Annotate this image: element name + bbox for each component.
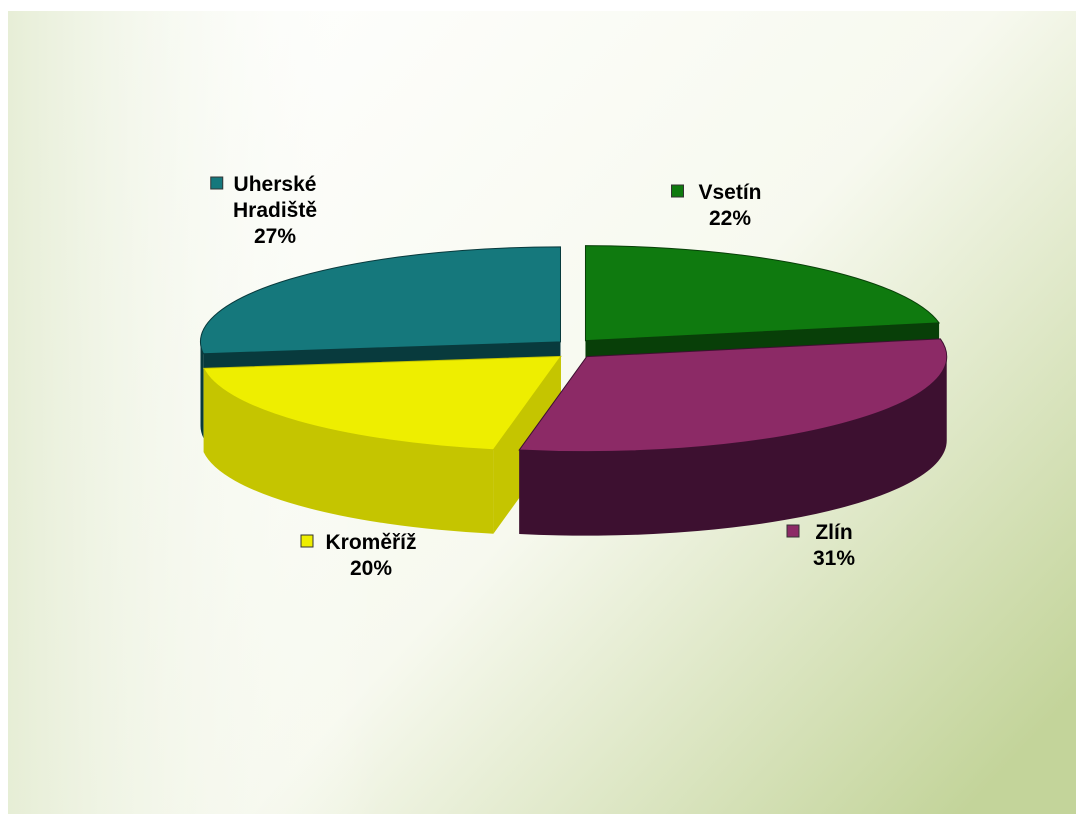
pie-slice-wall-uherske-hradiste-0 <box>200 341 204 438</box>
pie-slice-uherske-hradiste <box>200 246 561 355</box>
pie-slice-wall-kromeriz-0 <box>203 368 494 534</box>
pie-slice-vsetin <box>584 245 941 342</box>
data-label-vsetin: Vsetín 22% <box>671 181 762 230</box>
slice-value-zlin: 31% <box>813 547 855 570</box>
data-label-uherske-hradiste: Uherské Hradiště 27% <box>210 173 317 248</box>
pie-chart: Vsetín 22% Zlín 31% Kroměříž 20% Uherské Hradiš… <box>8 11 1076 814</box>
pie-slice-kromeriz <box>202 355 562 451</box>
legend-key-uherske-hradiste <box>210 176 224 190</box>
legend-key-kromeriz <box>300 534 314 548</box>
slice-name-vsetin: Vsetín <box>698 181 761 204</box>
pie-tops <box>200 245 948 453</box>
slice-name-uherske-hradiste-0: Uherské <box>234 173 317 196</box>
pie-chart-area: Vsetín 22% Zlín 31% Kroměříž 20% Uherské Hradiš… <box>8 11 1076 814</box>
legend-key-zlin <box>786 524 800 538</box>
slice-value-uherske-hradiste: 27% <box>254 225 296 248</box>
data-label-zlin: Zlín 31% <box>786 521 855 570</box>
slice-value-vsetin: 22% <box>709 207 751 230</box>
pie-labels: Vsetín 22% Zlín 31% Kroměříž 20% Uherské Hradiš… <box>210 173 855 580</box>
slice-name-kromeriz: Kroměříž <box>325 531 416 554</box>
slice-name-zlin: Zlín <box>815 521 852 544</box>
pie-slice-zlin <box>518 338 948 453</box>
slice-name-uherske-hradiste-1: Hradiště <box>233 199 317 222</box>
data-label-kromeriz: Kroměříž 20% <box>300 531 417 580</box>
pie-slice-wall-zlin-0 <box>519 356 947 536</box>
legend-key-vsetin <box>671 184 684 198</box>
slice-value-kromeriz: 20% <box>350 557 392 580</box>
